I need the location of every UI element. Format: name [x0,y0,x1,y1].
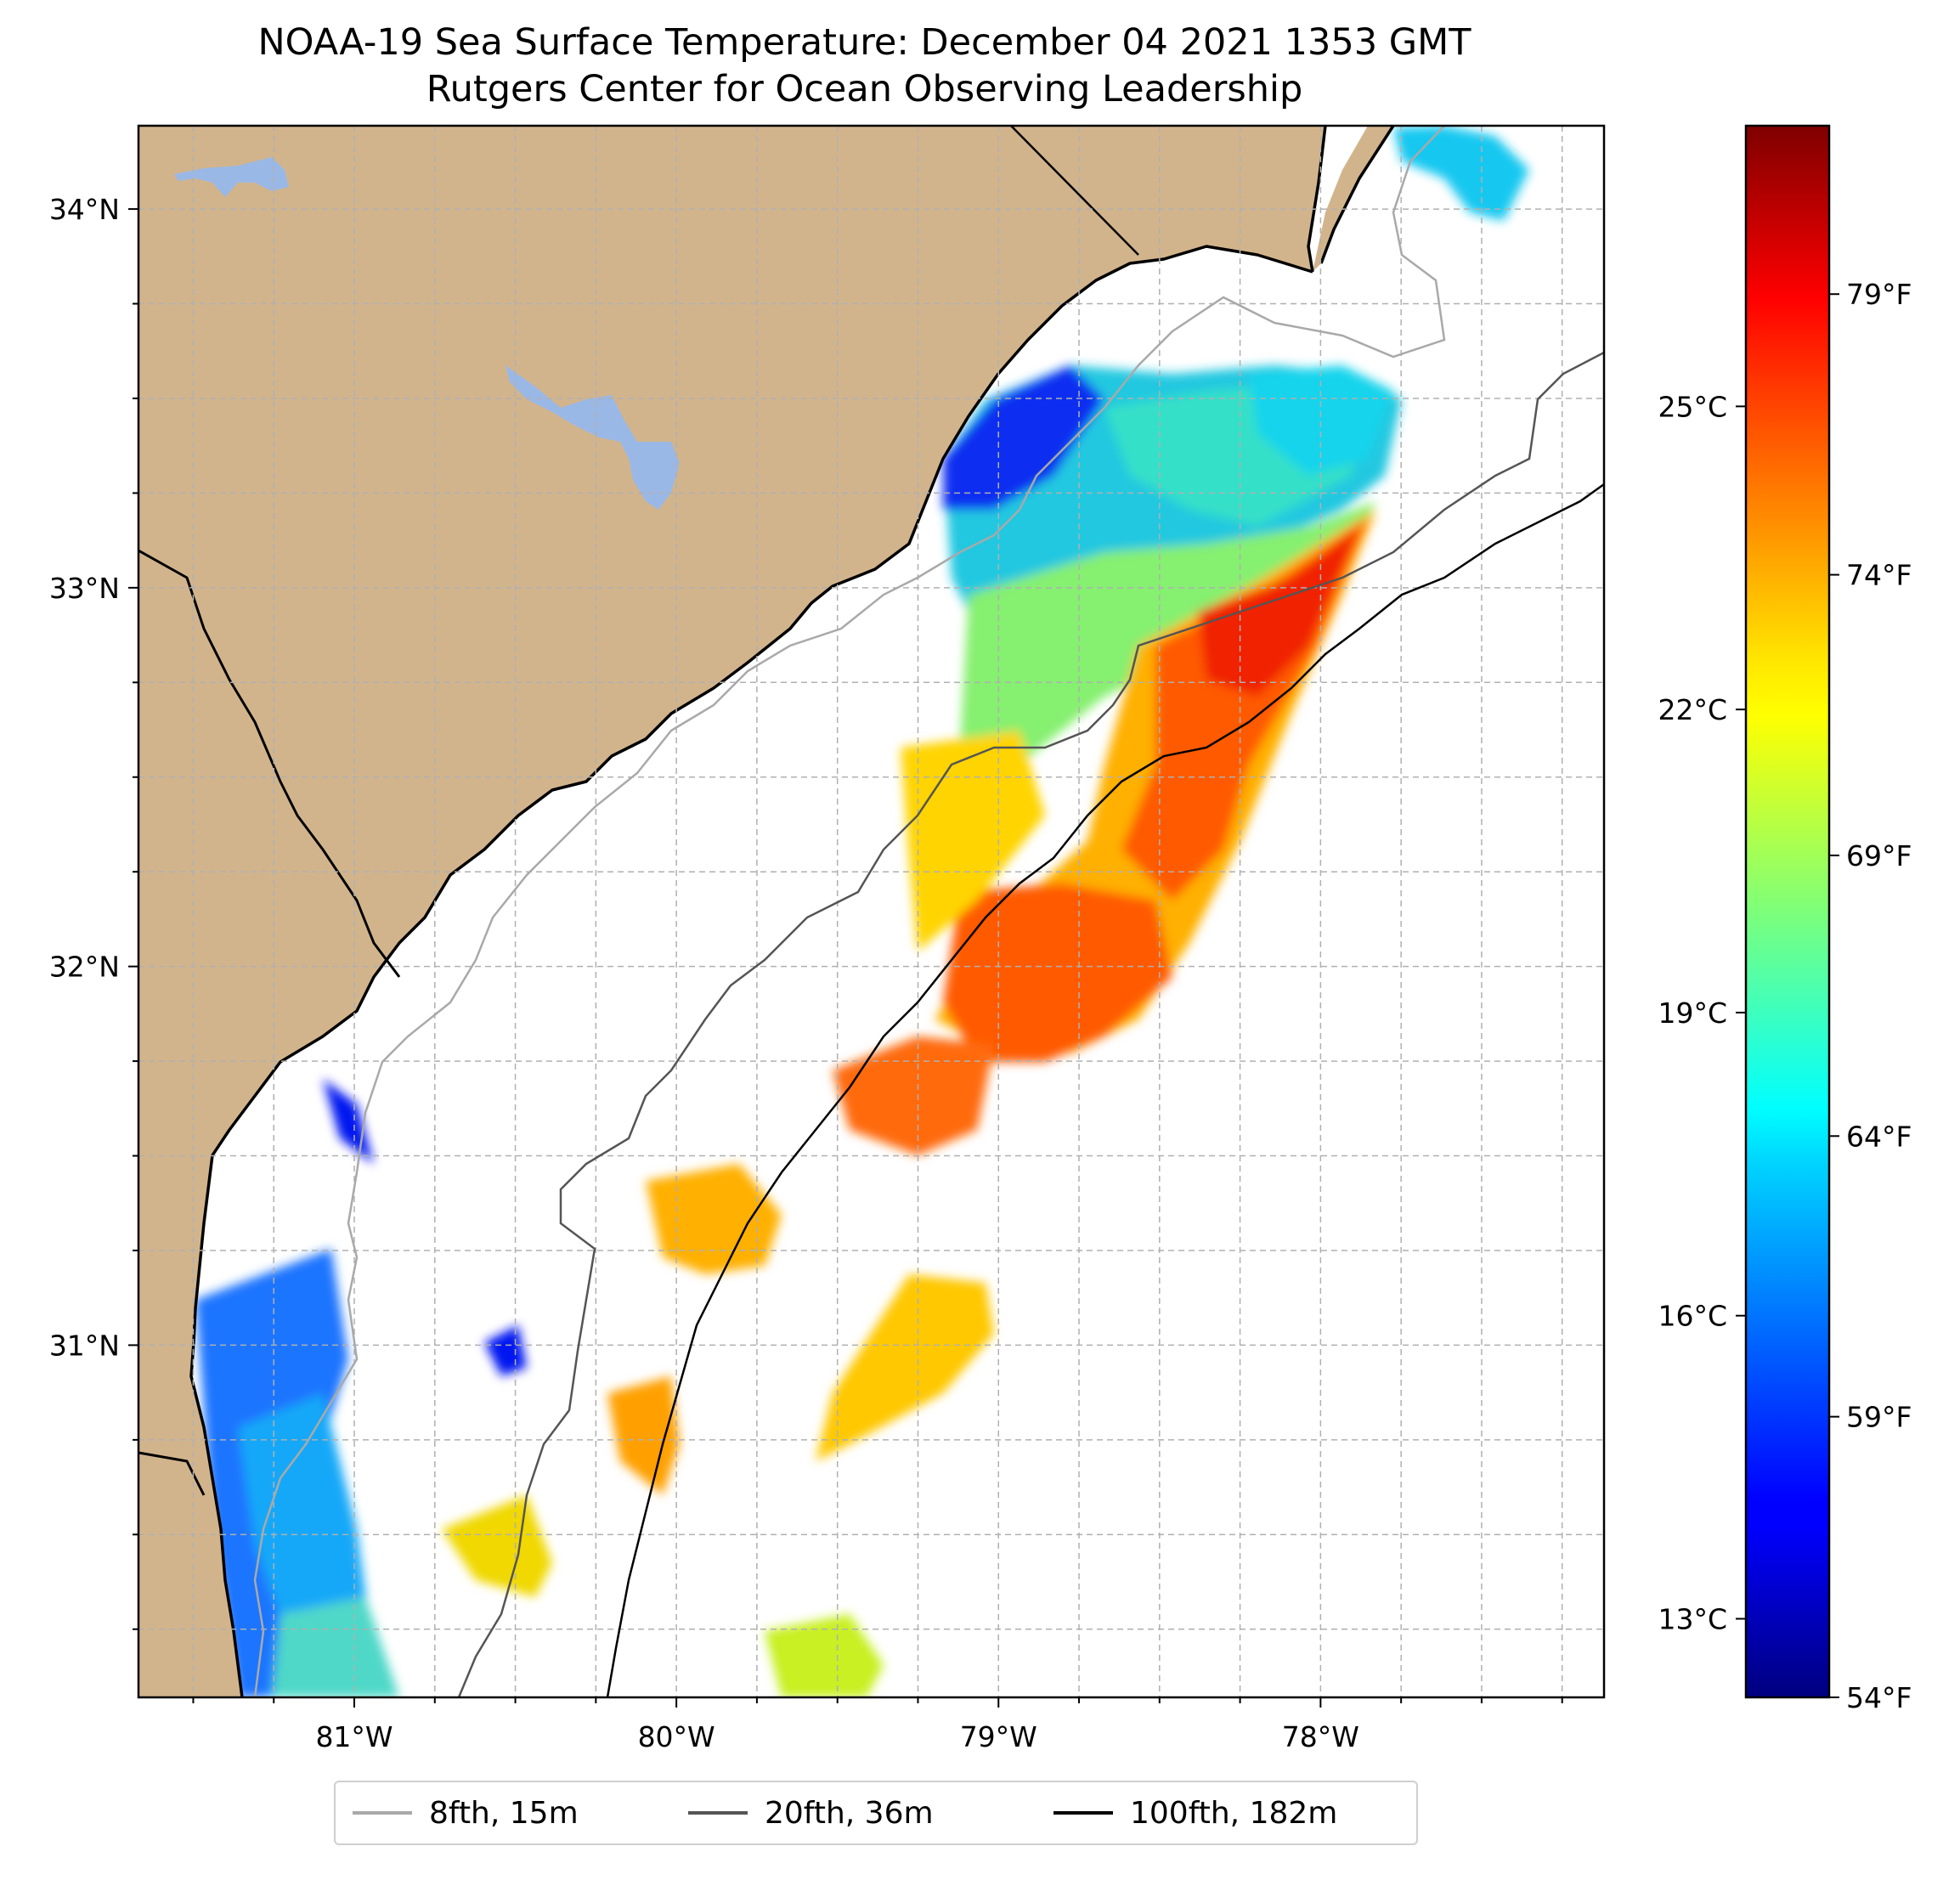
y-tick-label: 34°N [49,193,120,226]
y-tick-label: 31°N [49,1329,120,1362]
legend-item-20fth: 20fth, 36m [688,1782,934,1843]
colorbar-celsius-label: 25°C [1658,390,1727,423]
title-line-1: NOAA-19 Sea Surface Temperature: Decembe… [257,21,1471,64]
gridlines [138,126,1604,1697]
x-tick-label: 80°W [638,1720,715,1753]
isobaths [253,126,1604,1697]
y-tick-label: 33°N [49,572,120,605]
legend: 8fth, 15m 20fth, 36m 100fth, 182m [334,1781,1418,1845]
colorbar-gradient [1744,124,1831,1699]
colorbar-celsius-label: 22°C [1658,693,1727,726]
colorbar-celsius-label: 19°C [1658,996,1727,1030]
legend-label-100fth: 100fth, 182m [1130,1795,1338,1831]
colorbar-celsius-axis: 25°C 22°C 19°C 16°C 13°C [1658,390,1746,1636]
colorbar-celsius-label: 13°C [1658,1603,1727,1636]
colorbar: 25°C 22°C 19°C 16°C 13°C 79°F 74°F 69°F 64°F 59°… [1658,124,1912,1714]
title-line-2: Rutgers Center for Ocean Observing Leade… [426,68,1303,110]
colorbar-fahrenheit-label: 69°F [1846,839,1912,872]
map-ticks [128,208,1563,1708]
coastline [138,126,1395,1697]
x-tick-label: 81°W [315,1720,393,1753]
legend-item-100fth: 100fth, 182m [1053,1782,1337,1843]
x-tick-label: 79°W [960,1720,1037,1753]
x-tick-label: 78°W [1282,1720,1359,1753]
lakes [174,157,680,510]
legend-label-8fth: 8fth, 15m [429,1795,579,1831]
y-tick-label: 32°N [49,951,120,984]
colorbar-celsius-label: 16°C [1658,1300,1727,1333]
isobath-20fth [457,351,1604,1697]
colorbar-fahrenheit-label: 59°F [1846,1401,1912,1434]
colorbar-fahrenheit-label: 74°F [1846,559,1912,592]
isobath-100fth [606,483,1604,1697]
map-frame [137,124,1606,1699]
colorbar-fahrenheit-axis: 79°F 74°F 69°F 64°F 59°F 54°F [1829,278,1912,1714]
colorbar-fahrenheit-label: 54°F [1846,1681,1912,1714]
legend-item-8fth: 8fth, 15m [353,1782,579,1843]
colorbar-fahrenheit-label: 64°F [1846,1120,1912,1153]
legend-swatch-100fth [1053,1811,1113,1815]
legend-swatch-20fth [688,1811,748,1815]
legend-label-20fth: 20fth, 36m [765,1795,934,1831]
longitude-labels: 81°W 80°W 79°W 78°W [315,1720,1358,1753]
legend-swatch-8fth [353,1811,412,1815]
latitude-labels: 34°N 33°N 32°N 31°N [49,193,120,1362]
colorbar-fahrenheit-label: 79°F [1846,278,1912,311]
isobath-8fth [253,126,1446,1697]
map-panel[interactable] [138,126,1604,1697]
